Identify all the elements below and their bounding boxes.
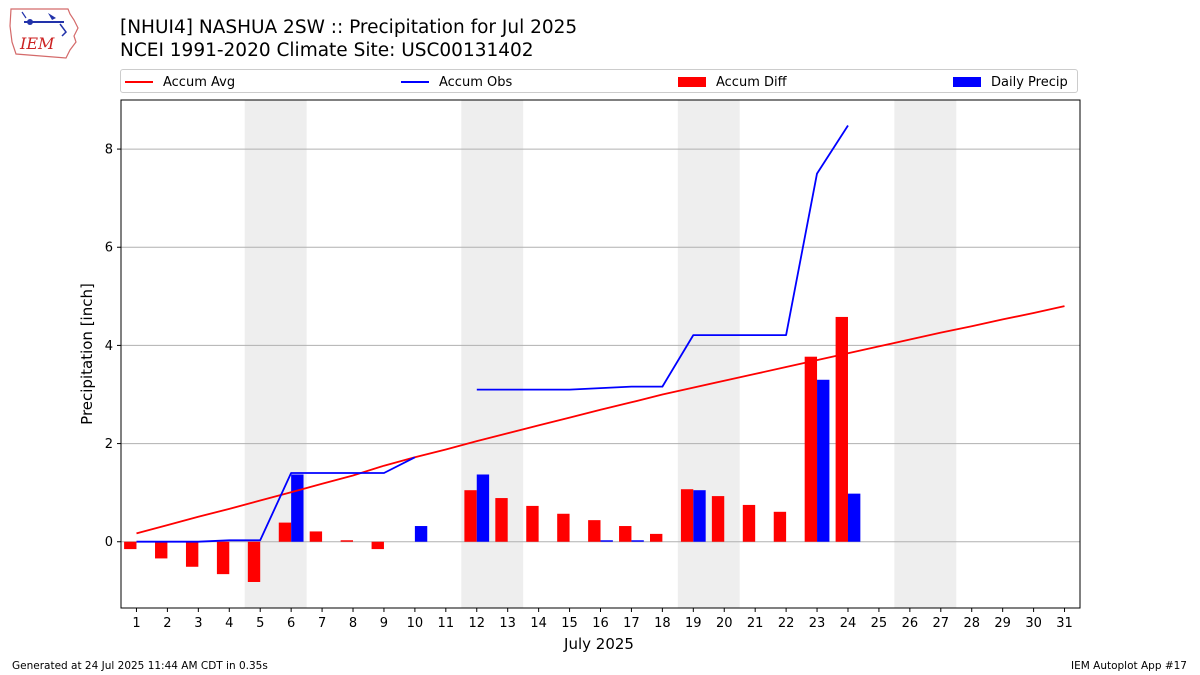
line-accum-obs-segment-1 — [476, 125, 849, 391]
x-tick-label-6: 6 — [287, 616, 295, 631]
x-tick-label-24: 24 — [840, 616, 857, 631]
x-tick-label-7: 7 — [318, 616, 326, 631]
bar-accum-diff-day-1 — [124, 541, 137, 550]
iem-logo: IEM — [9, 8, 79, 59]
legend-swatch-accum-avg — [125, 81, 153, 83]
x-tick-label-25: 25 — [871, 616, 888, 631]
footer-generated: Generated at 24 Jul 2025 11:44 AM CDT in… — [12, 660, 268, 672]
line-accum-obs-segment-0 — [136, 456, 416, 543]
bar-daily-precip-day-19 — [693, 490, 706, 542]
x-tick-label-20: 20 — [716, 616, 733, 631]
x-tick-label-3: 3 — [194, 616, 202, 631]
bar-daily-precip-day-17 — [631, 540, 644, 542]
logo-text: IEM — [19, 34, 55, 53]
chart-subtitle: NCEI 1991-2020 Climate Site: USC00131402 — [120, 40, 534, 61]
bar-accum-diff-day-7 — [309, 531, 323, 542]
y-tick-label-8: 8 — [105, 143, 113, 158]
bar-accum-diff-day-24 — [835, 316, 848, 542]
legend-item-accum-avg: Accum Avg — [125, 73, 235, 91]
x-tick-label-18: 18 — [654, 616, 671, 631]
legend-label-accum-obs: Accum Obs — [439, 74, 513, 90]
x-tick-label-30: 30 — [1025, 616, 1042, 631]
x-tick-label-22: 22 — [778, 616, 795, 631]
x-tick-label-29: 29 — [994, 616, 1011, 631]
bar-accum-diff-day-21 — [742, 504, 756, 542]
legend-label-accum-diff: Accum Diff — [716, 74, 787, 90]
legend-swatch-accum-diff — [678, 77, 706, 87]
x-tick-label-28: 28 — [963, 616, 980, 631]
bar-daily-precip-day-6 — [291, 474, 304, 542]
footer-app: IEM Autoplot App #17 — [1071, 660, 1187, 672]
weekend-shading — [244, 100, 957, 608]
bar-accum-diff-day-17 — [619, 526, 632, 542]
bar-accum-diff-day-13 — [495, 498, 508, 542]
bar-daily-precip-day-12 — [476, 474, 490, 542]
bar-accum-diff-day-6 — [278, 522, 292, 542]
bar-accum-diff-day-12 — [464, 490, 477, 542]
legend-item-accum-obs: Accum Obs — [401, 73, 512, 91]
bar-accum-diff-day-16 — [588, 520, 601, 542]
x-tick-label-21: 21 — [747, 616, 764, 631]
bar-accum-diff-day-8 — [340, 540, 354, 542]
y-tick-label-2: 2 — [105, 437, 113, 452]
y-tick-label-6: 6 — [105, 241, 113, 256]
y-tick-label-4: 4 — [105, 339, 113, 354]
legend-label-daily-precip: Daily Precip — [991, 74, 1068, 90]
legend: Accum Avg Accum Obs Accum Diff Daily Pre… — [120, 69, 1078, 93]
line-accum-avg-segment-0 — [136, 305, 1065, 535]
x-tick-label-9: 9 — [380, 616, 388, 631]
x-tick-label-16: 16 — [592, 616, 609, 631]
legend-item-daily-precip: Daily Precip — [953, 73, 1068, 91]
bars — [124, 316, 861, 582]
bar-daily-precip-day-24 — [847, 493, 861, 542]
x-tick-label-17: 17 — [623, 616, 640, 631]
x-tick-label-14: 14 — [530, 616, 547, 631]
x-tick-label-8: 8 — [349, 616, 357, 631]
bar-daily-precip-day-16 — [600, 540, 613, 542]
x-tick-label-26: 26 — [902, 616, 919, 631]
x-tick-label-13: 13 — [499, 616, 516, 631]
y-tick-label-0: 0 — [105, 535, 113, 550]
x-tick-label-11: 11 — [438, 616, 455, 631]
x-tick-label-19: 19 — [685, 616, 702, 631]
lines — [136, 125, 1065, 543]
bar-accum-diff-day-19 — [680, 489, 694, 542]
bar-accum-diff-day-18 — [649, 533, 663, 542]
y-axis-label: Precipitation [inch] — [78, 283, 96, 425]
weekend-span-3 — [894, 100, 957, 608]
bar-accum-diff-day-4 — [216, 541, 230, 575]
chart-title: [NHUI4] NASHUA 2SW :: Precipitation for … — [120, 17, 578, 38]
bar-accum-diff-day-20 — [711, 496, 725, 542]
x-tick-label-4: 4 — [225, 616, 233, 631]
bar-daily-precip-day-10 — [414, 526, 428, 542]
bar-accum-diff-day-3 — [185, 541, 199, 567]
bar-accum-diff-day-23 — [804, 356, 818, 542]
x-axis-label: July 2025 — [563, 635, 634, 653]
x-tick-label-23: 23 — [809, 616, 826, 631]
bar-accum-diff-day-9 — [371, 541, 384, 550]
legend-label-accum-avg: Accum Avg — [163, 74, 236, 90]
bar-accum-diff-day-22 — [773, 511, 787, 542]
bar-accum-diff-day-15 — [557, 513, 570, 542]
bar-accum-diff-day-5 — [247, 541, 261, 582]
x-tick-label-31: 31 — [1056, 616, 1073, 631]
legend-swatch-daily-precip — [953, 77, 981, 87]
legend-swatch-accum-obs — [401, 81, 429, 83]
x-tick-label-10: 10 — [407, 616, 424, 631]
legend-item-accum-diff: Accum Diff — [678, 73, 787, 91]
bar-accum-diff-day-14 — [526, 505, 539, 542]
x-tick-label-2: 2 — [163, 616, 171, 631]
bar-accum-diff-day-2 — [155, 541, 168, 559]
iowa-outline-icon — [9, 8, 79, 59]
x-tick-label-12: 12 — [468, 616, 485, 631]
bar-daily-precip-day-23 — [817, 379, 830, 542]
x-tick-label-15: 15 — [561, 616, 578, 631]
x-tick-label-1: 1 — [132, 616, 140, 631]
x-tick-label-27: 27 — [933, 616, 950, 631]
x-tick-label-5: 5 — [256, 616, 264, 631]
